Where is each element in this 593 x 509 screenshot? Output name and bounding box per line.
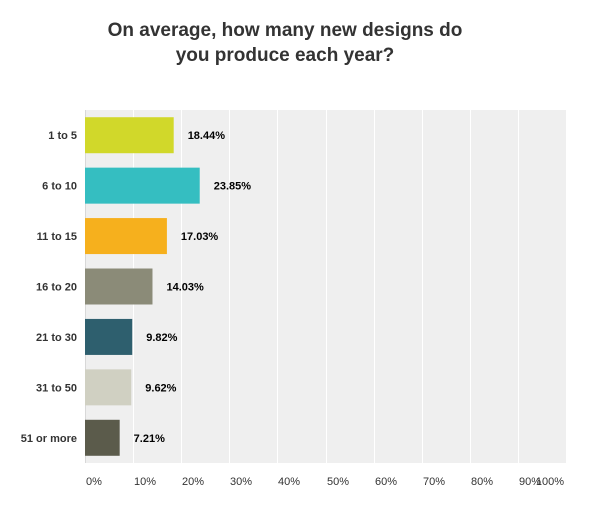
data-label: 14.03% bbox=[166, 282, 204, 294]
x-tick-label: 90% bbox=[519, 476, 541, 488]
data-label: 18.44% bbox=[188, 130, 226, 142]
x-tick-label: 60% bbox=[375, 476, 397, 488]
data-label: 17.03% bbox=[181, 231, 219, 243]
category-label: 11 to 15 bbox=[37, 231, 77, 243]
bar bbox=[85, 117, 174, 154]
x-tick-label: 50% bbox=[327, 476, 349, 488]
category-label: 16 to 20 bbox=[36, 282, 77, 294]
category-label: 1 to 5 bbox=[48, 130, 77, 142]
data-label: 23.85% bbox=[214, 181, 252, 193]
x-tick-label: 100% bbox=[536, 476, 564, 488]
x-tick-label: 0% bbox=[86, 476, 102, 488]
chart-title-line-2: you produce each year? bbox=[175, 45, 395, 66]
category-label: 31 to 50 bbox=[36, 382, 77, 394]
x-tick-label: 30% bbox=[230, 476, 252, 488]
x-tick-label: 20% bbox=[182, 476, 204, 488]
x-tick-label: 40% bbox=[278, 476, 300, 488]
x-tick-label: 10% bbox=[134, 476, 156, 488]
category-label: 51 or more bbox=[21, 433, 77, 445]
chart-title: On average, how many new designs do you … bbox=[70, 18, 500, 68]
bar bbox=[85, 318, 133, 355]
data-label: 7.21% bbox=[134, 433, 165, 445]
bar bbox=[85, 369, 132, 406]
data-label: 9.82% bbox=[146, 332, 177, 344]
category-label: 21 to 30 bbox=[36, 332, 77, 344]
plot-area bbox=[85, 110, 566, 463]
data-label: 9.62% bbox=[145, 382, 176, 394]
bar bbox=[85, 419, 120, 456]
chart-title-line-1: On average, how many new designs do bbox=[107, 20, 463, 41]
x-tick-label: 80% bbox=[471, 476, 493, 488]
bar bbox=[85, 268, 153, 305]
bar bbox=[85, 167, 200, 204]
x-tick-label: 70% bbox=[423, 476, 445, 488]
bar bbox=[85, 218, 167, 255]
category-label: 6 to 10 bbox=[42, 181, 77, 193]
